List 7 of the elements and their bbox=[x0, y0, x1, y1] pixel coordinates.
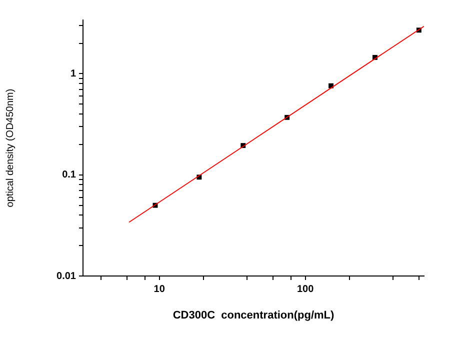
x-tick-label: 10 bbox=[154, 284, 166, 295]
y-tick-label: 1 bbox=[70, 68, 76, 80]
x-axis-title: CD300C concentration(pg/mL) bbox=[172, 309, 335, 322]
y-tick-label: 0.01 bbox=[56, 270, 76, 282]
y-tick-label: 0.1 bbox=[62, 170, 76, 181]
x-tick-label: 100 bbox=[296, 284, 314, 295]
y-axis-title: optical density (OD450nm) bbox=[4, 88, 16, 208]
